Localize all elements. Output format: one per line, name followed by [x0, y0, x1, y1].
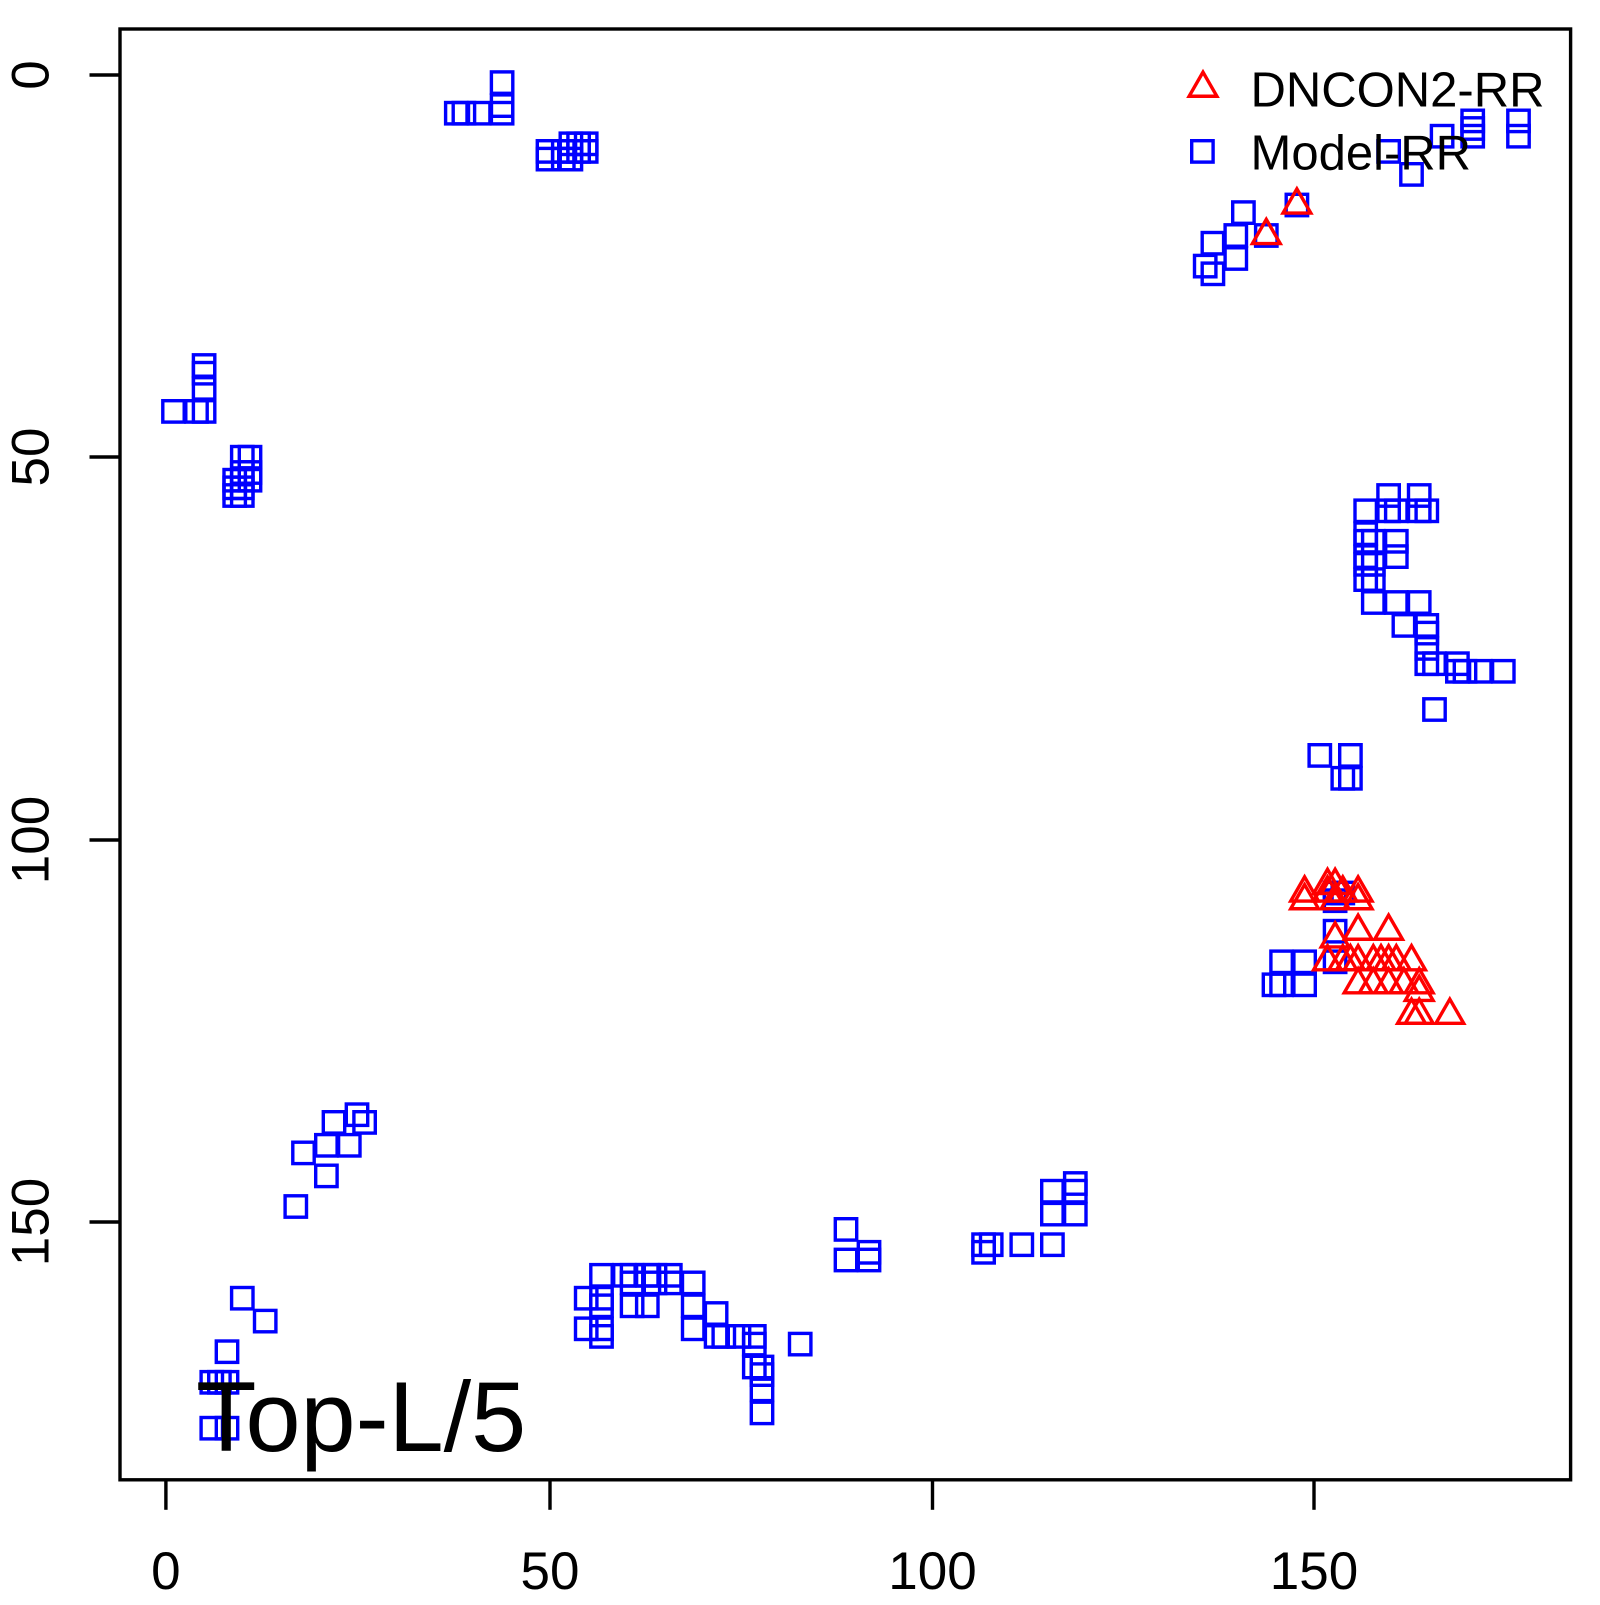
svg-text:50: 50: [521, 1542, 580, 1600]
svg-text:50: 50: [2, 428, 61, 487]
svg-text:0: 0: [151, 1542, 180, 1600]
svg-text:Top-L/5: Top-L/5: [196, 1361, 526, 1472]
svg-text:150: 150: [1270, 1542, 1358, 1600]
svg-text:DNCON2-RR: DNCON2-RR: [1251, 64, 1545, 118]
svg-text:150: 150: [2, 1178, 61, 1266]
svg-text:100: 100: [888, 1542, 976, 1600]
svg-text:100: 100: [2, 796, 61, 884]
svg-text:0: 0: [2, 60, 61, 89]
svg-text:Model-RR: Model-RR: [1251, 127, 1472, 181]
